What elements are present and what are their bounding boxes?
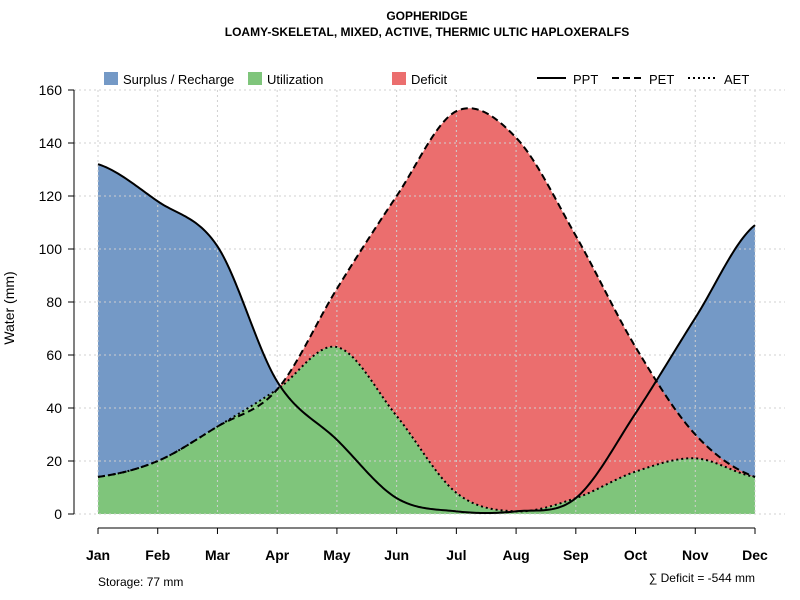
series-line-pet <box>97 107 756 478</box>
series-line-aet <box>97 345 756 513</box>
y-tick-label: 80 <box>46 294 62 310</box>
legend-label-ppt: PPT <box>573 72 598 87</box>
chart-title: GOPHERIDGE <box>386 9 467 23</box>
storage-note: Storage: 77 mm <box>98 575 183 589</box>
legend-label-utilization: Utilization <box>267 72 323 87</box>
x-tick-label-oct: Oct <box>624 547 648 563</box>
y-tick-label: 120 <box>39 188 63 204</box>
y-tick-label: 20 <box>46 453 62 469</box>
area-deficit <box>98 108 755 512</box>
deficit-note: ∑ Deficit = -544 mm <box>649 571 755 585</box>
series-line-ppt <box>97 163 756 515</box>
x-axis: Jan Feb Mar Apr May Jun Jul Aug Sep Oct Nov Dec <box>86 527 768 563</box>
x-tick-label-jul: Jul <box>446 547 466 563</box>
y-tick-label: 140 <box>39 135 63 151</box>
legend-label-aet: AET <box>724 72 749 87</box>
legend-label-deficit: Deficit <box>411 72 448 87</box>
x-tick-label-feb: Feb <box>145 547 170 563</box>
series-lines <box>97 107 756 515</box>
x-tick-label-may: May <box>323 547 350 563</box>
legend-swatch-surplus <box>104 72 118 85</box>
chart-subtitle: LOAMY-SKELETAL, MIXED, ACTIVE, THERMIC U… <box>225 25 629 39</box>
legend-label-surplus: Surplus / Recharge <box>123 72 234 87</box>
area-utilization <box>98 346 755 514</box>
gridlines <box>74 89 785 515</box>
x-tick-label-mar: Mar <box>205 547 230 563</box>
x-tick-label-jun: Jun <box>384 547 409 563</box>
x-tick-label-aug: Aug <box>502 547 529 563</box>
legend-swatch-utilization <box>248 72 262 85</box>
y-axis-label: Water (mm) <box>1 271 17 344</box>
x-tick-label-nov: Nov <box>682 547 709 563</box>
y-tick-label: 60 <box>46 347 62 363</box>
area-surplus-recharge <box>98 164 755 512</box>
x-tick-label-apr: Apr <box>265 547 290 563</box>
x-tick-label-jan: Jan <box>86 547 110 563</box>
y-axis: 0 20 40 60 80 100 120 140 160 <box>39 82 75 522</box>
legend-swatch-deficit <box>392 72 406 85</box>
legend-label-pet: PET <box>649 72 674 87</box>
y-tick-label: 40 <box>46 400 62 416</box>
x-tick-label-sep: Sep <box>563 547 589 563</box>
y-tick-label: 100 <box>39 241 63 257</box>
y-tick-label: 0 <box>54 506 62 522</box>
filled-areas <box>98 108 755 514</box>
legend: Surplus / Recharge Utilization Deficit P… <box>104 72 749 87</box>
x-tick-label-dec: Dec <box>742 547 768 563</box>
y-tick-label: 160 <box>39 82 63 98</box>
